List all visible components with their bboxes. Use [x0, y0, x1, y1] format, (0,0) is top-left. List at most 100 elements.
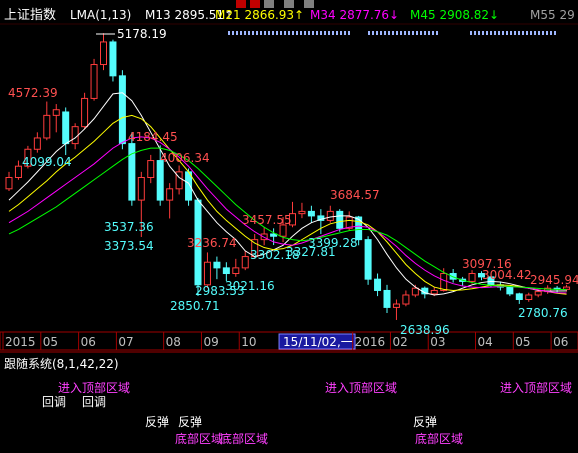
price-annotation: 3537.36 [104, 220, 154, 234]
candle-body [534, 291, 542, 296]
price-annotation: 3373.54 [104, 239, 154, 253]
candle-body [90, 64, 98, 99]
price-annotation: 3327.81 [286, 245, 336, 259]
legend-entry: M45 2908.82↓ [410, 8, 499, 22]
candle-body [307, 210, 315, 217]
price-annotation: 3097.16 [462, 257, 512, 271]
candle-body [81, 97, 89, 128]
candle-body [515, 293, 523, 300]
candle-body [270, 233, 278, 237]
candle-body [147, 160, 155, 179]
candle-body [14, 165, 22, 179]
candle-body [478, 273, 485, 278]
indicator-label: LMA(1,13) [70, 8, 131, 22]
chart-title: 上证指数 [4, 8, 56, 23]
candle-body [364, 239, 372, 280]
ma-line [8, 92, 567, 296]
candle-body [383, 289, 391, 308]
candle-body [430, 289, 438, 295]
sub-panel-title: 跟随系统(8,1,42,22) [4, 356, 119, 371]
price-annotation: 2850.71 [170, 299, 220, 313]
signal-label: 进入顶部区域 [58, 380, 130, 395]
x-tick-label: 02 [392, 335, 407, 349]
signal-label: 底部区域 [175, 431, 223, 446]
legend-entry: M13 2895.51↑ [145, 8, 234, 22]
x-tick-label: 04 [478, 335, 493, 349]
x-tick-label: 05 [43, 335, 58, 349]
legend-entry: M34 2877.76↓ [310, 8, 399, 22]
candle-body [71, 126, 79, 145]
candle-body [203, 261, 211, 286]
x-tick-label: 06 [553, 335, 568, 349]
candle-body [298, 210, 306, 215]
price-annotation: 3004.42 [482, 268, 532, 282]
price-annotation: 3302.18 [250, 248, 300, 262]
candle-body [109, 41, 117, 77]
price-annotation: 3399.28 [308, 236, 358, 250]
x-tick-label: 2015 [5, 335, 36, 349]
signal-label: 回调 [42, 395, 66, 409]
x-tick-label: 10 [241, 335, 256, 349]
price-annotation: 5178.19 [117, 27, 167, 41]
x-tick-label: 06 [81, 335, 96, 349]
candle-body [402, 294, 410, 305]
signal-label: 反弹 [145, 415, 169, 429]
candle-body [175, 171, 183, 190]
x-tick-label: 15/11/02,一 [283, 335, 353, 349]
candle-body [33, 137, 41, 150]
price-annotation: 3457.55 [242, 213, 292, 227]
price-annotation: 3684.57 [330, 188, 380, 202]
price-annotation: 2638.96 [400, 323, 450, 337]
x-tick-label: 03 [430, 335, 445, 349]
price-annotation: 4099.04 [22, 155, 72, 169]
signal-label: 进入顶部区域 [325, 380, 397, 395]
candle-body [222, 267, 230, 275]
candle-body [118, 75, 126, 145]
candle-body [468, 273, 476, 282]
signal-label: 底部区域 [220, 431, 268, 446]
candle-body [100, 41, 107, 66]
price-annotation: 2945.94 [530, 273, 578, 287]
candle-body [392, 303, 400, 308]
price-annotation: 4572.39 [8, 86, 58, 100]
signal-label: 底部区域 [415, 431, 463, 446]
price-annotation: 3236.74 [187, 236, 237, 250]
legend-entry: M21 2866.93↑ [215, 8, 304, 22]
candle-body [62, 111, 70, 145]
x-tick-label: 2016 [355, 335, 386, 349]
candle-body [166, 188, 174, 201]
cursor-date-box [278, 333, 356, 350]
candle-body [24, 148, 32, 167]
signal-label: 回调 [82, 395, 106, 409]
candle-body [411, 287, 419, 296]
price-annotation: 3021.16 [225, 279, 275, 293]
ma-line [8, 114, 567, 295]
price-annotation: 2983.53 [195, 284, 245, 298]
candle-body [137, 177, 145, 201]
x-tick-label: 08 [166, 335, 181, 349]
price-annotation: 2780.76 [518, 306, 568, 320]
candle-body [336, 210, 344, 229]
legend-entry: M55 29 [530, 8, 575, 22]
candle-body [326, 210, 334, 221]
toolbar-icons [236, 0, 314, 8]
candle-body [213, 261, 221, 269]
ma-line [8, 147, 567, 290]
candle-body [241, 256, 249, 269]
candle-body [374, 278, 382, 291]
candle-body [232, 267, 240, 275]
candle-body [52, 109, 60, 116]
candle-body [525, 294, 533, 300]
price-annotation: 4184.45 [128, 130, 178, 144]
x-tick-label: 07 [118, 335, 133, 349]
x-tick-label: 05 [515, 335, 530, 349]
x-tick-label: 09 [203, 335, 218, 349]
price-annotation: 4006.34 [160, 151, 210, 165]
candle-body [43, 114, 51, 139]
ma-line [8, 136, 567, 294]
candle-body [289, 213, 296, 226]
signal-label: 反弹 [413, 415, 437, 429]
candle-body [156, 160, 164, 201]
candle-body [440, 273, 448, 291]
